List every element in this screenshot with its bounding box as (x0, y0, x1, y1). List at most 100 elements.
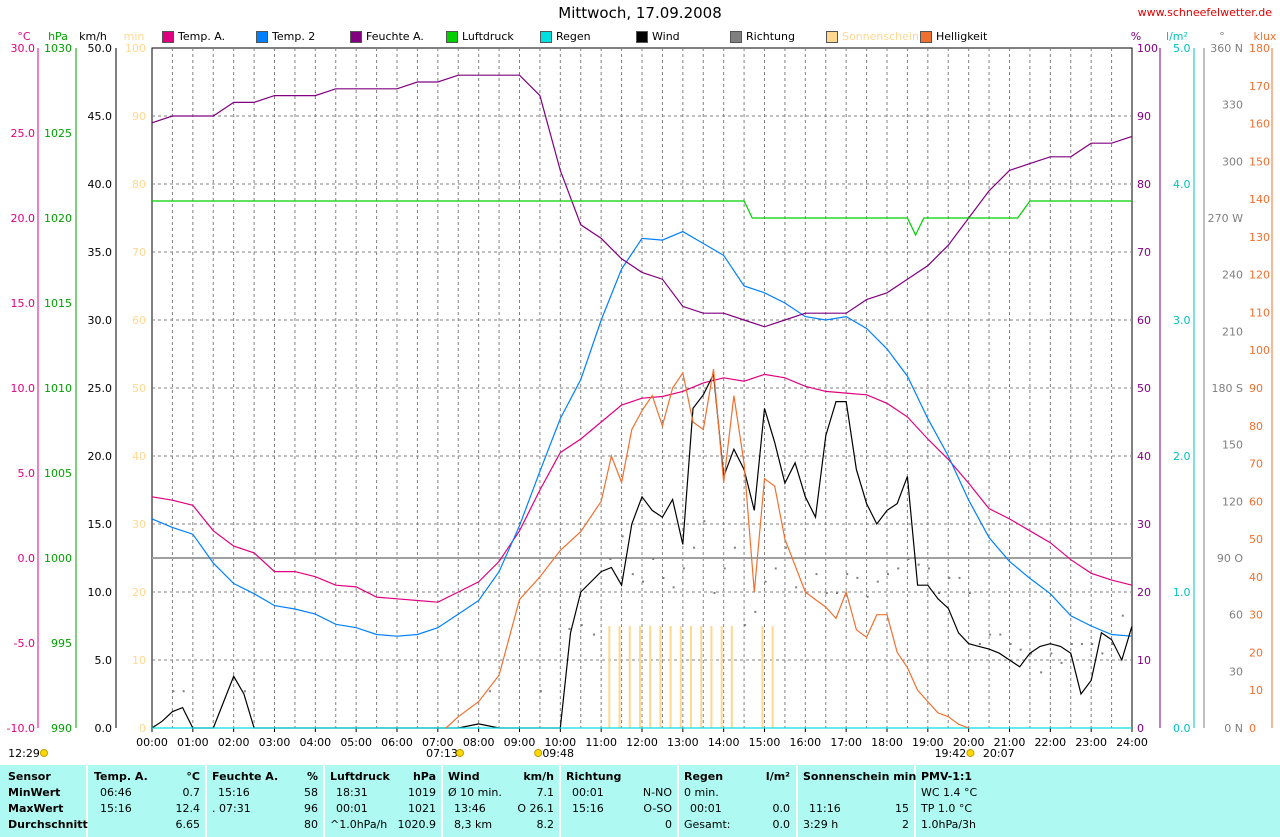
direction-dot (825, 592, 828, 594)
legend-label: Temp. A. (178, 30, 226, 43)
axis-unit-hpa: hPa (48, 30, 68, 43)
direction-dot (539, 690, 542, 693)
direction-dot (1009, 643, 1012, 645)
direction_deg-tick: 60 (1229, 609, 1243, 622)
summary-rain: Regen l/m² 0 min. 00:01 0.0 Gesamt: 0.0 (684, 770, 790, 831)
direction-dot (948, 576, 951, 579)
direction-dot (488, 690, 491, 693)
direction_deg-tick: 240 (1222, 269, 1243, 282)
humidity_pct-tick: 90 (1137, 110, 1151, 123)
klux-tick: 170 (1249, 80, 1270, 93)
series-temp-a (151, 373, 1133, 603)
summary-wind: Wind km/h Ø 10 min. 7.1 13:46 O 26.1 8,3 km… (448, 770, 554, 831)
humidity_pct-tick: 50 (1137, 382, 1151, 395)
temp_c-tick: 10.0 (11, 382, 36, 395)
x-tick-label: 14:00 (708, 736, 740, 749)
series-luftdruck (152, 200, 1132, 237)
sunset-label: 19:42 (935, 747, 967, 760)
klux-tick: 140 (1249, 193, 1270, 206)
direction-dot (1019, 648, 1022, 651)
summary-row-labels: Sensor MinWert MaxWert Durchschnitt (8, 769, 88, 833)
legend-label: Helligkeit (936, 30, 988, 43)
direction-dot (754, 610, 757, 613)
direction-dot (958, 576, 961, 579)
klux-tick: 120 (1249, 269, 1270, 282)
direction_deg-tick: 30 (1229, 665, 1243, 678)
direction-dot (703, 520, 706, 523)
axis-unit-klux: klux (1254, 30, 1277, 43)
klux-tick: 180 (1249, 42, 1270, 55)
pressure_hpa-tick: 1010 (44, 382, 72, 395)
legend-item-2: Feuchte A. (350, 30, 424, 43)
wind_kmh-tick: 10.0 (88, 586, 113, 599)
zenith-icon (534, 749, 543, 757)
humidity_pct-tick: 60 (1137, 314, 1151, 327)
x-tick-label: 18:00 (871, 736, 903, 749)
x-tick-label: 04:00 (299, 736, 331, 749)
direction-dot (897, 567, 900, 570)
direction-dot (978, 643, 981, 645)
legend-swatch (256, 30, 268, 43)
direction-dot (172, 690, 175, 693)
direction-dot (968, 592, 971, 594)
rain_lm2-tick: 2.0 (1173, 450, 1191, 463)
rain_lm2-tick: 3.0 (1173, 314, 1191, 327)
x-tick-label: 00:00 (136, 736, 168, 749)
legend-item-8: Helligkeit (920, 30, 987, 43)
direction-dot (1040, 671, 1043, 674)
direction-dot (642, 580, 644, 583)
direction-dot (744, 624, 747, 627)
rain_lm2-tick: 0.0 (1173, 722, 1191, 735)
pressure_hpa-tick: 1005 (44, 467, 72, 480)
direction_deg-tick: 0 N (1224, 722, 1243, 735)
sunshine_min-tick: 30 (132, 518, 146, 531)
direction-dot (1070, 643, 1073, 645)
klux-tick: 110 (1249, 306, 1270, 319)
direction-dot (723, 567, 726, 570)
direction-dot (1091, 643, 1094, 645)
direction-dot (866, 595, 869, 598)
summary-direction: Richtung 00:01 N-NO 15:16 O-SO 0 (566, 770, 672, 831)
legend-item-3: Luftdruck (446, 30, 514, 43)
pressure_hpa-tick: 1025 (44, 127, 72, 140)
pressure_hpa-tick: 990 (51, 722, 72, 735)
wind_kmh-tick: 20.0 (88, 450, 113, 463)
direction-dot (652, 558, 655, 560)
direction-dot (784, 546, 787, 549)
pressure_hpa-tick: 995 (51, 637, 72, 650)
direction-dot (672, 586, 675, 589)
direction-dot (621, 535, 624, 538)
row-max: MaxWert (8, 802, 64, 815)
pressure_hpa-tick: 1020 (44, 212, 72, 225)
start-time-label: 12:29 (8, 747, 40, 760)
humidity_pct-tick: 40 (1137, 450, 1151, 463)
temp_c-tick: 5.0 (18, 467, 36, 480)
humidity_pct-tick: 10 (1137, 654, 1151, 667)
klux-tick: 90 (1249, 382, 1263, 395)
x-tick-label: 22:00 (1034, 736, 1066, 749)
sunshine_min-tick: 90 (132, 110, 146, 123)
wind_kmh-tick: 0.0 (95, 722, 113, 735)
site-link[interactable]: www.schneefelwetter.de (1137, 6, 1272, 19)
direction_deg-tick: 180 S (1212, 382, 1243, 395)
x-tick-label: 02:00 (218, 736, 250, 749)
pressure_hpa-tick: 1030 (44, 42, 72, 55)
direction-dot (662, 576, 665, 579)
wind_kmh-tick: 30.0 (88, 314, 113, 327)
klux-tick: 0 (1249, 722, 1256, 735)
wind_kmh-tick: 40.0 (88, 178, 113, 191)
direction-dot (846, 573, 849, 576)
legend-item-5: Wind (636, 30, 680, 43)
direction-dot (764, 580, 767, 583)
klux-tick: 100 (1249, 344, 1270, 357)
klux-tick: 60 (1249, 495, 1263, 508)
klux-tick: 10 (1249, 684, 1263, 697)
summary-humidity: Feuchte A.% 15:16 58 . 07:31 96 80 (212, 770, 318, 831)
rain_lm2-tick: 5.0 (1173, 42, 1191, 55)
direction-dot (713, 592, 716, 594)
direction-dot (1080, 643, 1083, 645)
klux-tick: 150 (1249, 155, 1270, 168)
x-tick-label: 13:00 (667, 736, 699, 749)
direction-dot (580, 624, 583, 627)
temp_c-tick: -5.0 (14, 637, 35, 650)
